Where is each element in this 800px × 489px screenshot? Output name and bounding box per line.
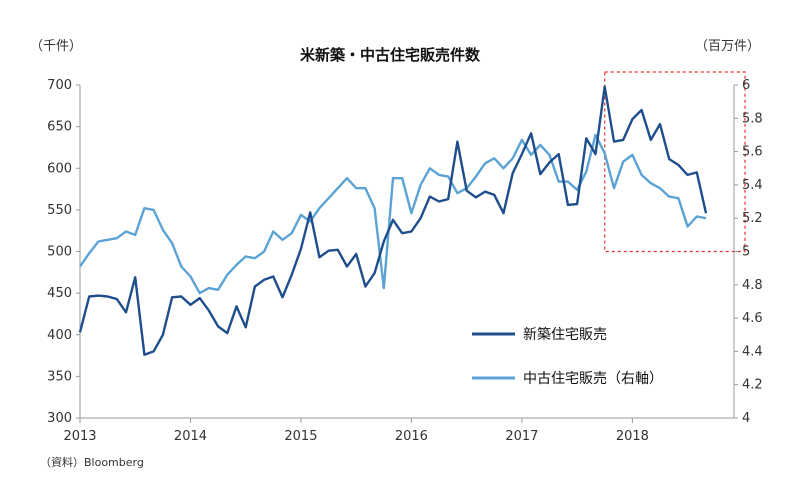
right-tick-label: 6 — [742, 78, 750, 93]
series-layer — [78, 85, 708, 356]
series-line-existing-home-sales — [79, 133, 707, 295]
right-axis-unit: （百万件） — [695, 39, 760, 54]
legend-label: 中古住宅販売（右軸） — [523, 371, 663, 387]
chart-title: 米新築・中古住宅販売件数 — [300, 46, 481, 64]
x-tick-label: 2018 — [616, 429, 649, 444]
series-line-new-home-sales — [78, 85, 708, 356]
right-tick-label: 5.8 — [742, 111, 763, 126]
x-tick-label: 2015 — [284, 429, 317, 444]
legend-label: 新築住宅販売 — [523, 327, 607, 343]
x-tick-label: 2014 — [174, 429, 207, 444]
left-tick-label: 500 — [47, 245, 72, 260]
right-tick-label: 5.6 — [742, 145, 763, 160]
right-tick-label: 4.6 — [742, 311, 763, 326]
x-tick-label: 2017 — [505, 429, 538, 444]
right-tick-label: 5.2 — [742, 211, 763, 226]
left-tick-label: 300 — [47, 411, 72, 426]
source-note: （資料）Bloomberg — [40, 455, 144, 469]
left-tick-label: 700 — [47, 78, 72, 93]
highlight-box — [604, 71, 746, 253]
left-tick-label: 650 — [47, 120, 72, 135]
left-tick-label: 350 — [47, 369, 72, 384]
left-tick-label: 600 — [47, 161, 72, 176]
axis-ticks: 300 350 400 450 500 550 600 650 700 4 4.2 4.4 4.6 4.8… — [47, 78, 763, 444]
right-tick-label: 5 — [742, 245, 750, 260]
left-tick-label: 550 — [47, 203, 72, 218]
right-tick-label: 5.4 — [742, 178, 763, 193]
right-tick-label: 4 — [742, 411, 750, 426]
left-tick-label: 450 — [47, 286, 72, 301]
left-tick-label: 400 — [47, 328, 72, 343]
right-tick-label: 4.4 — [742, 344, 763, 359]
x-tick-label: 2013 — [63, 429, 96, 444]
left-axis-unit: （千件） — [30, 39, 82, 54]
right-tick-label: 4.2 — [742, 378, 763, 393]
highlight-rect — [604, 71, 746, 253]
x-tick-label: 2016 — [395, 429, 428, 444]
right-tick-label: 4.8 — [742, 278, 763, 293]
